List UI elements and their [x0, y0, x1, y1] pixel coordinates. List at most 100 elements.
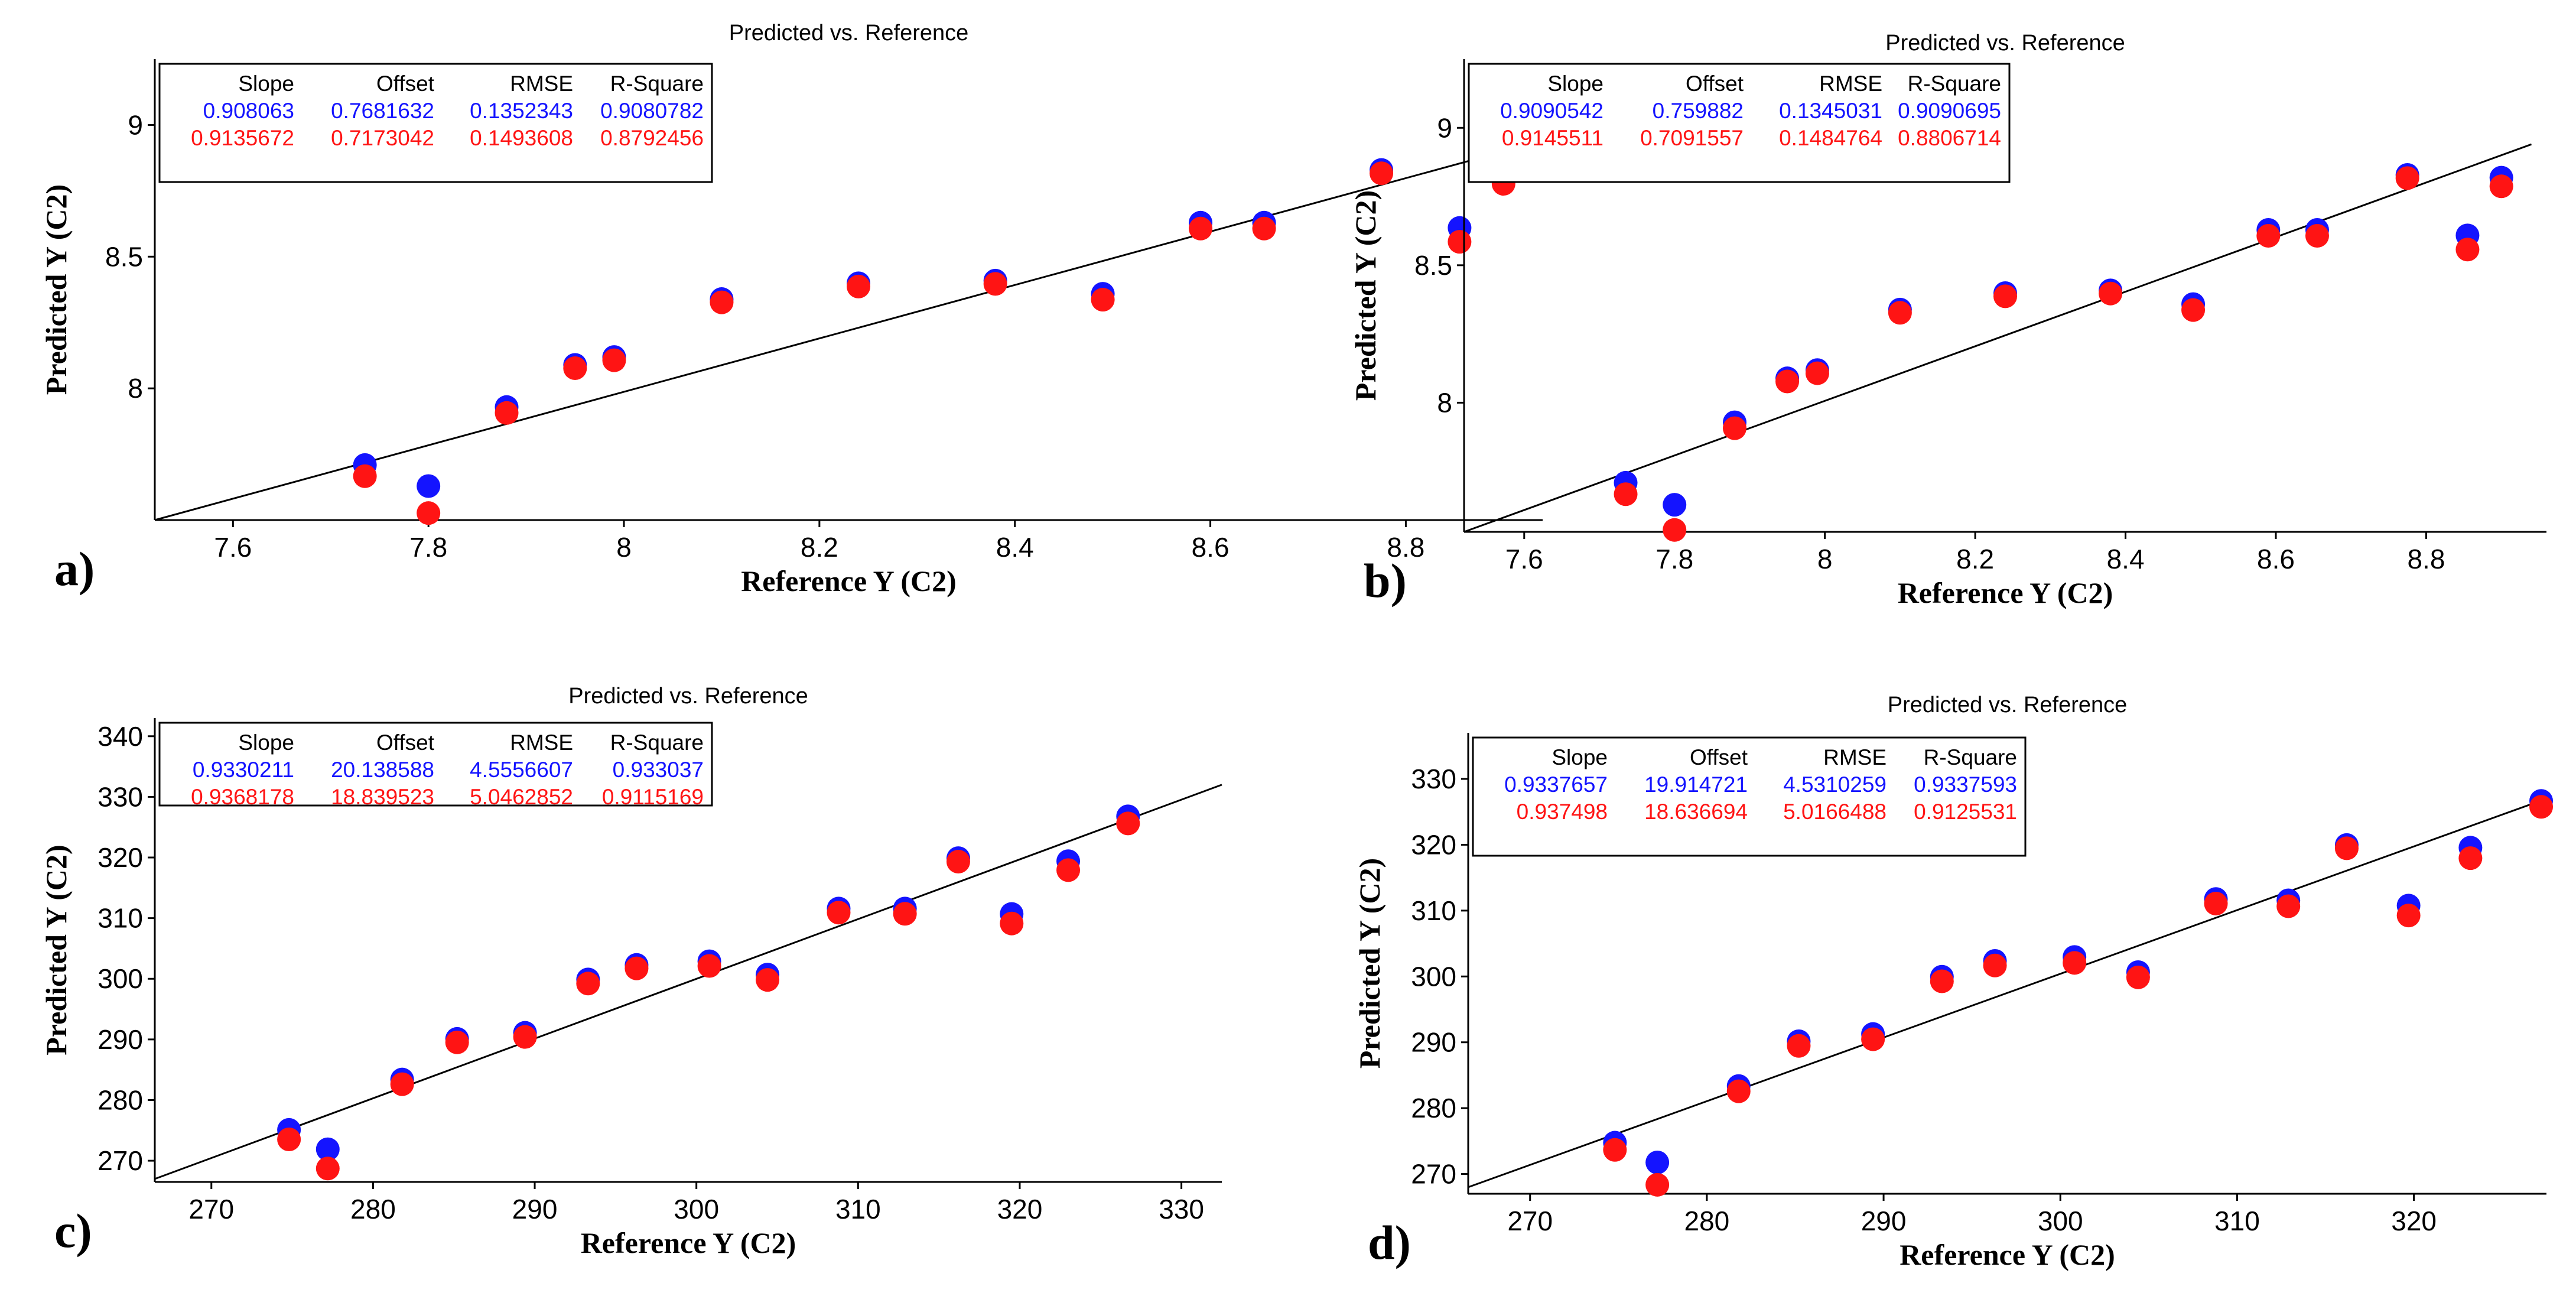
- x-axis-label: Reference Y (C2): [1898, 576, 2113, 609]
- validation-point: [1861, 1027, 1885, 1051]
- validation-stat-value: 5.0166488: [1783, 800, 1887, 824]
- validation-point: [827, 901, 851, 925]
- validation-point: [1448, 230, 1472, 254]
- validation-stat-value: 0.8806714: [1898, 126, 2001, 150]
- validation-point: [1888, 301, 1912, 325]
- validation-stat-value: 0.8792456: [600, 126, 704, 150]
- validation-point: [445, 1030, 469, 1054]
- x-tick-label: 7.8: [1655, 544, 1693, 574]
- x-tick-label: 8.6: [2257, 544, 2295, 574]
- x-tick-label: 8: [1817, 544, 1833, 574]
- validation-point: [1116, 811, 1140, 836]
- regression-line: [1463, 143, 2532, 533]
- validation-stat-value: 18.636694: [1644, 800, 1748, 824]
- y-tick-label: 290: [1411, 1027, 1456, 1058]
- validation-point: [1726, 1079, 1751, 1103]
- validation-point: [2256, 224, 2281, 248]
- validation-point: [1805, 361, 1829, 385]
- x-tick-label: 8.6: [1192, 532, 1230, 563]
- x-tick-label: 7.6: [214, 532, 252, 563]
- x-tick-label: 300: [674, 1194, 719, 1224]
- x-tick-label: 8.2: [801, 532, 838, 563]
- calibration-stat-value: 0.759882: [1653, 99, 1744, 123]
- statistics-header: R-Square: [610, 730, 704, 755]
- x-tick-label: 290: [1861, 1206, 1907, 1236]
- y-tick-label: 320: [97, 842, 143, 873]
- calibration-stat-value: 0.9337593: [1914, 772, 2017, 797]
- y-tick-label: 320: [1411, 829, 1456, 860]
- x-axis-label: Reference Y (C2): [1900, 1238, 2115, 1271]
- validation-point: [390, 1072, 414, 1096]
- validation-point: [576, 972, 600, 996]
- validation-point: [2305, 224, 2329, 248]
- validation-point: [1993, 284, 2017, 308]
- validation-point: [1775, 369, 1800, 394]
- y-tick-label: 330: [97, 781, 143, 812]
- chart-panel-1: Predicted vs. Reference 7.6 7.8 8 8.2 8.4 8.6 8…: [40, 21, 1543, 597]
- validation-point: [1000, 911, 1024, 936]
- statistics-header: Offset: [376, 730, 435, 755]
- chart-panel-3: Predicted vs. Reference 270 280 290 300 310 32…: [40, 684, 1222, 1259]
- chart-title: Predicted vs. Reference: [568, 684, 808, 709]
- validation-point: [602, 348, 626, 372]
- statistics-header: Offset: [1686, 72, 1744, 96]
- validation-stat-value: 0.9145511: [1502, 126, 1604, 150]
- validation-point: [1252, 216, 1276, 241]
- x-tick-label: 7.8: [409, 532, 447, 563]
- validation-point: [353, 464, 377, 488]
- y-tick-label: 300: [1411, 961, 1456, 992]
- validation-point: [2395, 166, 2419, 190]
- chart-title: Predicted vs. Reference: [1888, 693, 2128, 717]
- validation-point: [2455, 238, 2480, 262]
- chart-panel-2: Predicted vs. Reference 7.6 7.8 8 8.2 8.4 8.6 8…: [1349, 31, 2546, 609]
- validation-point: [2181, 298, 2206, 322]
- validation-point: [1663, 518, 1687, 542]
- x-tick-label: 270: [1507, 1206, 1553, 1236]
- statistics-box: [1468, 63, 2011, 183]
- validation-stat-value: 18.839523: [331, 785, 434, 809]
- validation-stat-value: 0.1484764: [1779, 126, 1882, 150]
- validation-point: [1056, 858, 1081, 882]
- validation-point: [513, 1025, 537, 1049]
- validation-stat-value: 0.7091557: [1640, 126, 1744, 150]
- y-tick-label: 310: [97, 903, 143, 934]
- statistics-box: [1472, 736, 2027, 857]
- y-tick-label: 9: [128, 109, 143, 140]
- validation-point: [2126, 965, 2150, 989]
- calibration-stat-value: 0.1345031: [1779, 99, 1882, 123]
- chart-title: Predicted vs. Reference: [1885, 31, 2125, 56]
- validation-stat-value: 0.937498: [1517, 800, 1608, 824]
- y-axis-label: Predicted Y (C2): [40, 184, 73, 395]
- calibration-stat-value: 0.1352343: [470, 99, 573, 123]
- y-tick-label: 8: [1437, 387, 1452, 418]
- x-tick-label: 280: [350, 1194, 396, 1224]
- regression-line: [1468, 798, 2547, 1188]
- x-tick-label: 8.4: [996, 532, 1034, 563]
- validation-point: [983, 272, 1007, 296]
- calibration-point: [417, 474, 441, 498]
- statistics-header: R-Square: [1924, 745, 2017, 769]
- x-tick-label: 8.4: [2107, 544, 2145, 574]
- y-tick-label: 270: [97, 1145, 143, 1176]
- x-axis-label: Reference Y (C2): [741, 564, 957, 597]
- statistics-header: Slope: [238, 730, 294, 755]
- y-axis-label: Predicted Y (C2): [1353, 858, 1386, 1068]
- statistics-header: Slope: [238, 72, 294, 96]
- validation-stat-value: 0.9368178: [191, 785, 294, 809]
- validation-point: [946, 850, 970, 874]
- x-tick-label: 8: [616, 532, 632, 563]
- validation-point: [1189, 216, 1213, 241]
- validation-point: [1930, 969, 1954, 993]
- statistics-header: RMSE: [510, 730, 573, 755]
- y-tick-label: 330: [1411, 764, 1456, 794]
- chart-title: Predicted vs. Reference: [729, 21, 969, 46]
- x-tick-label: 270: [188, 1194, 234, 1224]
- x-tick-label: 300: [2038, 1206, 2083, 1236]
- validation-stat-value: 0.1493608: [470, 126, 573, 150]
- y-tick-label: 290: [97, 1024, 143, 1055]
- x-axis-label: Reference Y (C2): [581, 1226, 796, 1259]
- validation-point: [316, 1157, 340, 1181]
- validation-stat-value: 0.9115169: [602, 785, 704, 809]
- x-tick-label: 8.8: [1387, 532, 1424, 563]
- calibration-point: [1645, 1150, 1670, 1174]
